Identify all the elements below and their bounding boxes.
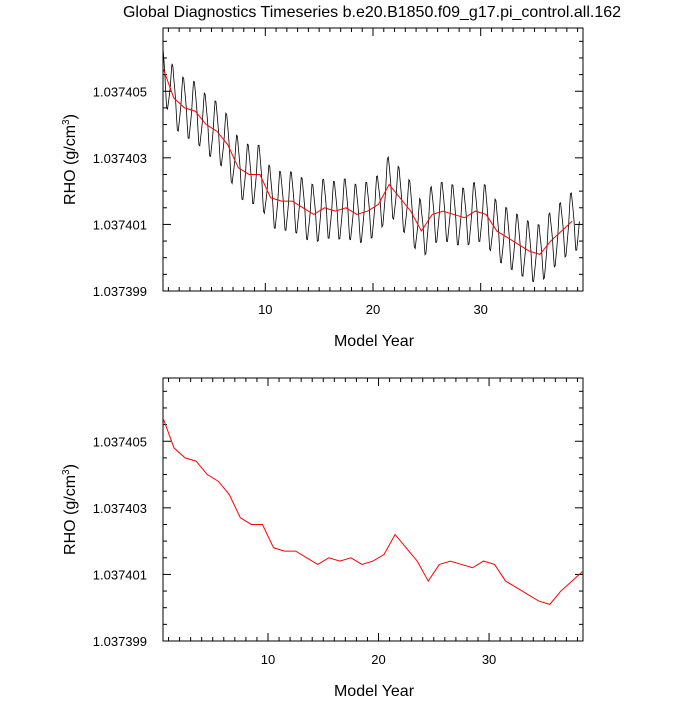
y-tick-label: 1.037399 <box>93 284 147 299</box>
x-tick-label: 20 <box>366 302 380 317</box>
y-axis-label: RHO (g/cm3) <box>61 464 79 555</box>
top-plot: 10 20 30 1.037399 1.037401 1.037403 1.037405 Mo… <box>61 27 584 350</box>
x-axis-label: Model Year <box>334 333 415 350</box>
y-tick-label: 1.037403 <box>93 501 147 516</box>
y-tick-label: 1.037401 <box>93 217 147 232</box>
annual-mean-series-line <box>163 417 583 605</box>
y-tick-label: 1.037403 <box>93 151 147 166</box>
y-axis-label-superscript: 3 <box>61 469 72 475</box>
annual-mean-series-line <box>163 67 573 255</box>
bottom-plot: 10 20 30 1.037399 1.037401 1.037403 1.037405 Mo… <box>61 377 584 700</box>
monthly-series-line <box>163 48 580 282</box>
x-tick-label: 30 <box>482 652 496 667</box>
y-tick-label: 1.037401 <box>93 567 147 582</box>
y-axis-label: RHO (g/cm3) <box>61 114 79 205</box>
y-tick-label: 1.037405 <box>93 84 147 99</box>
x-axis-label: Model Year <box>334 683 415 700</box>
y-axis-label-text: RHO (g/cm <box>62 475 79 555</box>
y-axis-label-close: ) <box>62 114 79 119</box>
y-axis-label-superscript: 3 <box>61 119 72 125</box>
x-tick-label: 30 <box>473 302 487 317</box>
y-axis-label-text: RHO (g/cm <box>62 125 79 205</box>
y-axis-label-close: ) <box>62 464 79 469</box>
plot-frame <box>162 27 584 292</box>
plot-frame <box>162 377 584 642</box>
x-tick-label: 10 <box>261 652 275 667</box>
x-tick-label: 10 <box>258 302 272 317</box>
y-tick-label: 1.037405 <box>93 434 147 449</box>
x-tick-label: 20 <box>371 652 385 667</box>
chart-title: Global Diagnostics Timeseries b.e20.B185… <box>123 4 621 21</box>
y-tick-label: 1.037399 <box>93 634 147 649</box>
